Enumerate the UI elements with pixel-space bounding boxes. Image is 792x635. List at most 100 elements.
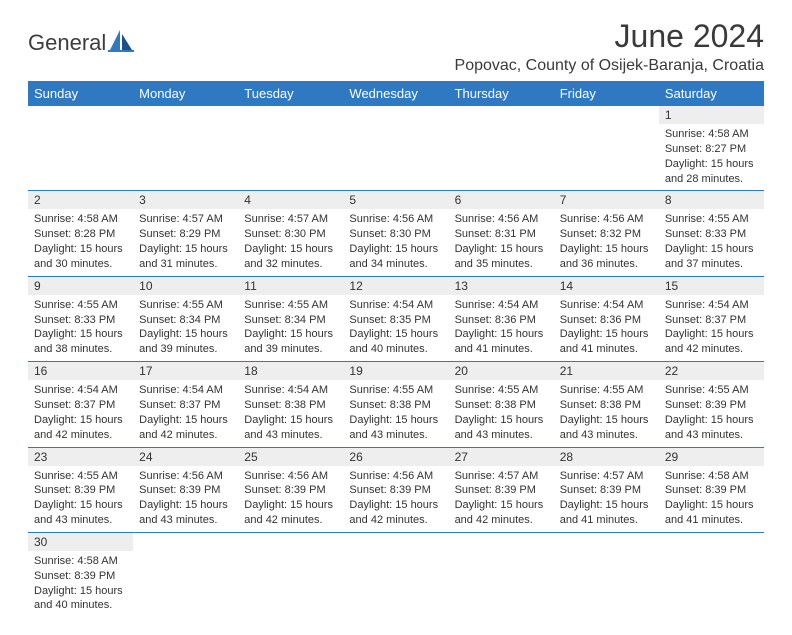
calendar-day-cell: 4Sunrise: 4:57 AMSunset: 8:30 PMDaylight… [238, 191, 343, 276]
weekday-header: Tuesday [238, 81, 343, 106]
calendar-day-cell: 15Sunrise: 4:54 AMSunset: 8:37 PMDayligh… [659, 276, 764, 361]
day-details: Sunrise: 4:57 AMSunset: 8:29 PMDaylight:… [133, 209, 238, 275]
day-details: Sunrise: 4:55 AMSunset: 8:38 PMDaylight:… [554, 380, 659, 446]
calendar-week-row: 1Sunrise: 4:58 AMSunset: 8:27 PMDaylight… [28, 106, 764, 191]
day-number: 3 [133, 191, 238, 209]
calendar-day-cell: 10Sunrise: 4:55 AMSunset: 8:34 PMDayligh… [133, 276, 238, 361]
day-number: 4 [238, 191, 343, 209]
day-number: 13 [449, 277, 554, 295]
calendar-day-cell [238, 532, 343, 617]
day-details: Sunrise: 4:56 AMSunset: 8:32 PMDaylight:… [554, 209, 659, 275]
day-details: Sunrise: 4:55 AMSunset: 8:33 PMDaylight:… [28, 295, 133, 361]
calendar-week-row: 2Sunrise: 4:58 AMSunset: 8:28 PMDaylight… [28, 191, 764, 276]
day-details: Sunrise: 4:55 AMSunset: 8:38 PMDaylight:… [449, 380, 554, 446]
calendar-day-cell [659, 532, 764, 617]
month-title: June 2024 [455, 18, 764, 55]
calendar-table: Sunday Monday Tuesday Wednesday Thursday… [28, 81, 764, 617]
calendar-day-cell: 14Sunrise: 4:54 AMSunset: 8:36 PMDayligh… [554, 276, 659, 361]
day-number: 8 [659, 191, 764, 209]
day-number: 26 [343, 448, 448, 466]
day-details: Sunrise: 4:56 AMSunset: 8:39 PMDaylight:… [238, 466, 343, 532]
calendar-week-row: 9Sunrise: 4:55 AMSunset: 8:33 PMDaylight… [28, 276, 764, 361]
calendar-day-cell [554, 106, 659, 191]
day-number: 6 [449, 191, 554, 209]
day-number: 20 [449, 362, 554, 380]
day-number: 16 [28, 362, 133, 380]
calendar-page: General June 2024 Popovac, County of Osi… [0, 0, 792, 635]
location-subtitle: Popovac, County of Osijek-Baranja, Croat… [455, 57, 764, 75]
calendar-day-cell: 23Sunrise: 4:55 AMSunset: 8:39 PMDayligh… [28, 447, 133, 532]
day-number: 22 [659, 362, 764, 380]
day-number: 30 [28, 533, 133, 551]
calendar-day-cell: 20Sunrise: 4:55 AMSunset: 8:38 PMDayligh… [449, 362, 554, 447]
day-details: Sunrise: 4:55 AMSunset: 8:34 PMDaylight:… [238, 295, 343, 361]
calendar-day-cell [554, 532, 659, 617]
day-details: Sunrise: 4:55 AMSunset: 8:34 PMDaylight:… [133, 295, 238, 361]
day-details: Sunrise: 4:56 AMSunset: 8:31 PMDaylight:… [449, 209, 554, 275]
day-details: Sunrise: 4:56 AMSunset: 8:39 PMDaylight:… [343, 466, 448, 532]
calendar-day-cell: 8Sunrise: 4:55 AMSunset: 8:33 PMDaylight… [659, 191, 764, 276]
day-number: 9 [28, 277, 133, 295]
calendar-day-cell [133, 532, 238, 617]
day-details: Sunrise: 4:55 AMSunset: 8:39 PMDaylight:… [659, 380, 764, 446]
day-details: Sunrise: 4:56 AMSunset: 8:30 PMDaylight:… [343, 209, 448, 275]
page-header: General June 2024 Popovac, County of Osi… [28, 18, 764, 75]
weekday-header: Sunday [28, 81, 133, 106]
calendar-day-cell [449, 106, 554, 191]
calendar-day-cell: 12Sunrise: 4:54 AMSunset: 8:35 PMDayligh… [343, 276, 448, 361]
calendar-day-cell: 13Sunrise: 4:54 AMSunset: 8:36 PMDayligh… [449, 276, 554, 361]
calendar-week-row: 23Sunrise: 4:55 AMSunset: 8:39 PMDayligh… [28, 447, 764, 532]
weekday-header: Thursday [449, 81, 554, 106]
calendar-day-cell: 1Sunrise: 4:58 AMSunset: 8:27 PMDaylight… [659, 106, 764, 191]
day-number: 27 [449, 448, 554, 466]
calendar-day-cell: 27Sunrise: 4:57 AMSunset: 8:39 PMDayligh… [449, 447, 554, 532]
weekday-header-row: Sunday Monday Tuesday Wednesday Thursday… [28, 81, 764, 106]
day-details: Sunrise: 4:54 AMSunset: 8:35 PMDaylight:… [343, 295, 448, 361]
calendar-day-cell: 29Sunrise: 4:58 AMSunset: 8:39 PMDayligh… [659, 447, 764, 532]
day-details: Sunrise: 4:57 AMSunset: 8:39 PMDaylight:… [449, 466, 554, 532]
day-number: 11 [238, 277, 343, 295]
calendar-day-cell: 26Sunrise: 4:56 AMSunset: 8:39 PMDayligh… [343, 447, 448, 532]
day-details: Sunrise: 4:55 AMSunset: 8:33 PMDaylight:… [659, 209, 764, 275]
day-number: 10 [133, 277, 238, 295]
calendar-day-cell: 30Sunrise: 4:58 AMSunset: 8:39 PMDayligh… [28, 532, 133, 617]
day-details: Sunrise: 4:55 AMSunset: 8:38 PMDaylight:… [343, 380, 448, 446]
weekday-header: Wednesday [343, 81, 448, 106]
day-details: Sunrise: 4:58 AMSunset: 8:27 PMDaylight:… [659, 124, 764, 190]
day-number: 12 [343, 277, 448, 295]
weekday-header: Monday [133, 81, 238, 106]
day-details: Sunrise: 4:56 AMSunset: 8:39 PMDaylight:… [133, 466, 238, 532]
day-number: 5 [343, 191, 448, 209]
calendar-day-cell [343, 106, 448, 191]
calendar-day-cell: 18Sunrise: 4:54 AMSunset: 8:38 PMDayligh… [238, 362, 343, 447]
day-details: Sunrise: 4:57 AMSunset: 8:30 PMDaylight:… [238, 209, 343, 275]
day-details: Sunrise: 4:54 AMSunset: 8:36 PMDaylight:… [554, 295, 659, 361]
day-details: Sunrise: 4:58 AMSunset: 8:28 PMDaylight:… [28, 209, 133, 275]
day-number: 1 [659, 106, 764, 124]
calendar-day-cell [343, 532, 448, 617]
calendar-day-cell: 11Sunrise: 4:55 AMSunset: 8:34 PMDayligh… [238, 276, 343, 361]
calendar-day-cell: 21Sunrise: 4:55 AMSunset: 8:38 PMDayligh… [554, 362, 659, 447]
day-details: Sunrise: 4:54 AMSunset: 8:37 PMDaylight:… [28, 380, 133, 446]
calendar-day-cell: 24Sunrise: 4:56 AMSunset: 8:39 PMDayligh… [133, 447, 238, 532]
day-details: Sunrise: 4:55 AMSunset: 8:39 PMDaylight:… [28, 466, 133, 532]
calendar-week-row: 16Sunrise: 4:54 AMSunset: 8:37 PMDayligh… [28, 362, 764, 447]
logo-text-1: General [28, 30, 106, 56]
calendar-day-cell [449, 532, 554, 617]
logo-sail-icon [108, 28, 136, 57]
logo: General [28, 28, 136, 57]
calendar-day-cell: 17Sunrise: 4:54 AMSunset: 8:37 PMDayligh… [133, 362, 238, 447]
calendar-day-cell [28, 106, 133, 191]
calendar-day-cell [133, 106, 238, 191]
calendar-day-cell: 3Sunrise: 4:57 AMSunset: 8:29 PMDaylight… [133, 191, 238, 276]
title-block: June 2024 Popovac, County of Osijek-Bara… [455, 18, 764, 75]
day-number: 17 [133, 362, 238, 380]
day-details: Sunrise: 4:54 AMSunset: 8:36 PMDaylight:… [449, 295, 554, 361]
day-number: 29 [659, 448, 764, 466]
calendar-day-cell: 9Sunrise: 4:55 AMSunset: 8:33 PMDaylight… [28, 276, 133, 361]
calendar-day-cell: 25Sunrise: 4:56 AMSunset: 8:39 PMDayligh… [238, 447, 343, 532]
calendar-week-row: 30Sunrise: 4:58 AMSunset: 8:39 PMDayligh… [28, 532, 764, 617]
day-details: Sunrise: 4:54 AMSunset: 8:37 PMDaylight:… [133, 380, 238, 446]
day-number: 28 [554, 448, 659, 466]
day-number: 15 [659, 277, 764, 295]
